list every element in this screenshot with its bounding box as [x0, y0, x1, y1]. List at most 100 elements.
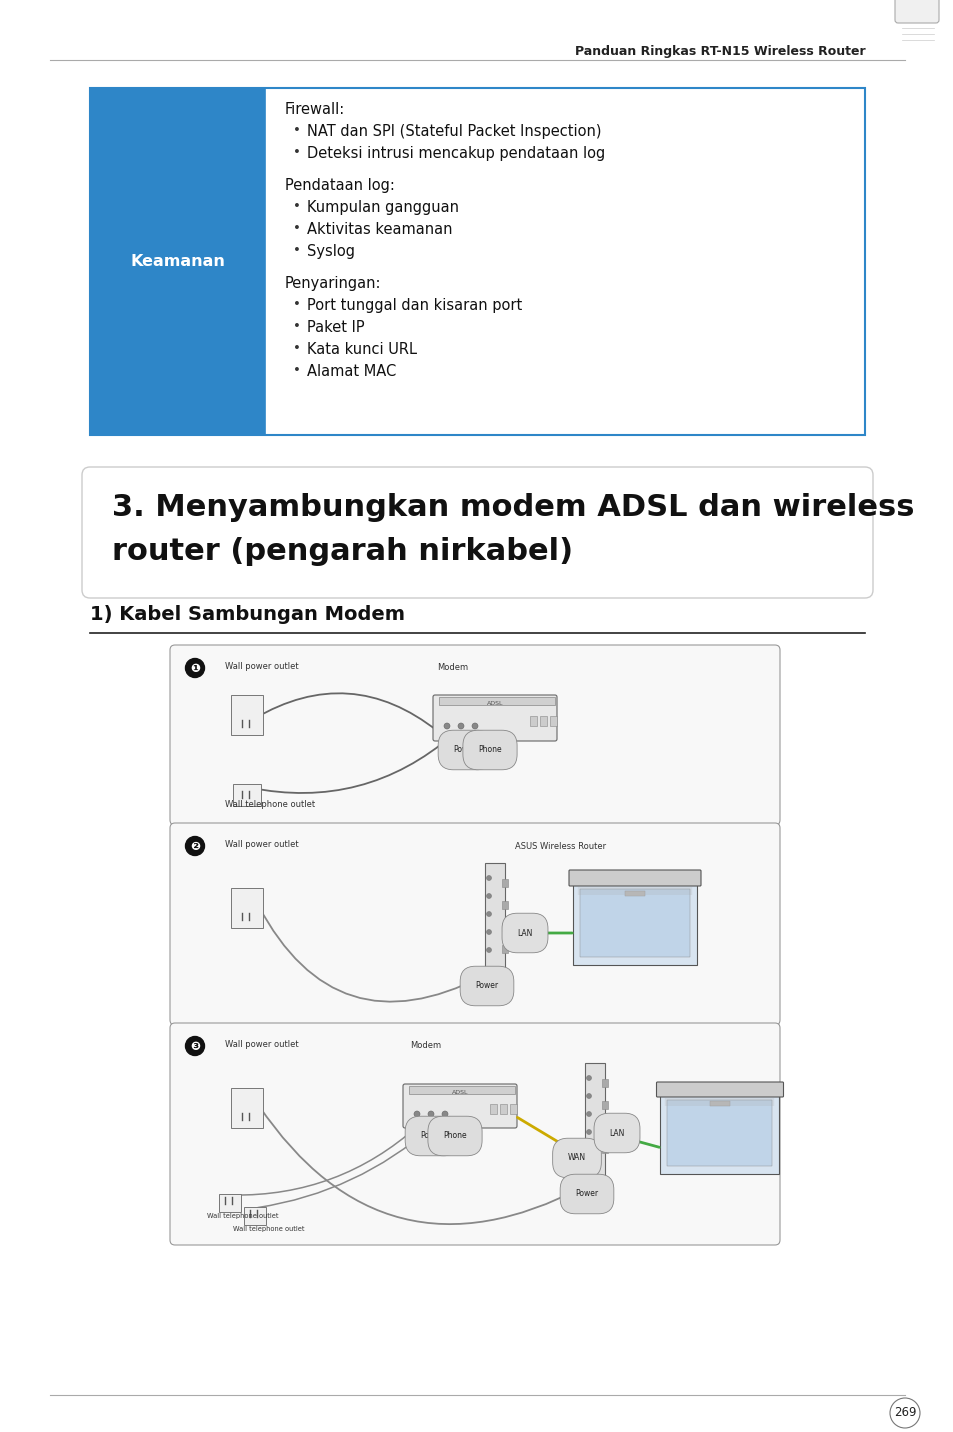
- Bar: [501, 945, 507, 954]
- Circle shape: [486, 912, 491, 916]
- FancyBboxPatch shape: [170, 644, 780, 825]
- Text: Paket IP: Paket IP: [307, 319, 364, 335]
- Circle shape: [586, 1111, 591, 1117]
- Text: Modem: Modem: [436, 663, 468, 672]
- Text: Phone: Phone: [477, 746, 501, 755]
- Bar: [539, 716, 546, 726]
- Bar: [550, 716, 557, 726]
- Text: •: •: [293, 364, 300, 377]
- Text: ASUS Wireless Router: ASUS Wireless Router: [515, 842, 605, 851]
- Circle shape: [414, 1111, 419, 1117]
- Bar: [265, 87, 864, 435]
- Text: router (pengarah nirkabel): router (pengarah nirkabel): [112, 537, 573, 566]
- Bar: [484, 863, 504, 982]
- Text: Power: Power: [453, 746, 476, 755]
- Circle shape: [486, 894, 491, 898]
- Bar: [501, 924, 507, 931]
- Bar: [601, 1123, 607, 1131]
- Text: 269: 269: [893, 1406, 915, 1419]
- Bar: [490, 1104, 497, 1114]
- Text: Aktivitas keamanan: Aktivitas keamanan: [307, 222, 452, 238]
- Bar: [499, 1104, 506, 1114]
- Text: Kata kunci URL: Kata kunci URL: [307, 342, 416, 357]
- Circle shape: [185, 659, 204, 677]
- Bar: [90, 87, 265, 435]
- Text: LAN: LAN: [517, 928, 532, 938]
- Circle shape: [486, 875, 491, 881]
- Bar: [709, 1101, 729, 1106]
- Text: Wall power outlet: Wall power outlet: [225, 662, 298, 672]
- Text: •: •: [293, 298, 300, 311]
- Text: Wall telephone outlet: Wall telephone outlet: [207, 1213, 278, 1219]
- Text: ADSL: ADSL: [486, 702, 503, 706]
- Circle shape: [586, 1075, 591, 1081]
- FancyBboxPatch shape: [170, 823, 780, 1025]
- Circle shape: [586, 1094, 591, 1098]
- Circle shape: [185, 1037, 204, 1055]
- FancyBboxPatch shape: [409, 1085, 515, 1094]
- Circle shape: [486, 948, 491, 952]
- Text: •: •: [293, 243, 300, 256]
- Circle shape: [486, 929, 491, 935]
- Text: Phone: Phone: [443, 1131, 466, 1140]
- Bar: [624, 891, 644, 896]
- Text: •: •: [293, 146, 300, 159]
- Text: ADSL: ADSL: [452, 1090, 468, 1095]
- Bar: [667, 1100, 772, 1166]
- Text: 3. Menyambungkan modem ADSL dan wireless: 3. Menyambungkan modem ADSL dan wireless: [112, 493, 914, 523]
- Text: Deteksi intrusi mencakup pendataan log: Deteksi intrusi mencakup pendataan log: [307, 146, 604, 160]
- Text: •: •: [293, 200, 300, 213]
- FancyBboxPatch shape: [170, 1022, 780, 1244]
- Text: •: •: [293, 125, 300, 137]
- Text: Wall telephone outlet: Wall telephone outlet: [225, 800, 314, 809]
- Text: ❶: ❶: [190, 662, 200, 674]
- Circle shape: [586, 1130, 591, 1134]
- Bar: [501, 901, 507, 909]
- Bar: [530, 716, 537, 726]
- FancyBboxPatch shape: [82, 467, 872, 599]
- FancyBboxPatch shape: [659, 1093, 779, 1174]
- Bar: [584, 1063, 604, 1193]
- Circle shape: [472, 723, 477, 729]
- FancyBboxPatch shape: [656, 1083, 782, 1097]
- Text: Pendataan log:: Pendataan log:: [285, 178, 395, 193]
- FancyBboxPatch shape: [573, 881, 697, 965]
- Text: •: •: [293, 342, 300, 355]
- FancyBboxPatch shape: [433, 695, 557, 740]
- Circle shape: [428, 1111, 434, 1117]
- Text: Syslog: Syslog: [307, 243, 355, 259]
- Bar: [601, 1078, 607, 1087]
- Bar: [231, 1088, 263, 1128]
- Text: •: •: [293, 222, 300, 235]
- Bar: [90, 87, 864, 435]
- Bar: [233, 783, 261, 806]
- Bar: [601, 1146, 607, 1153]
- Text: ❷: ❷: [190, 839, 200, 852]
- Text: •: •: [293, 319, 300, 334]
- Circle shape: [889, 1398, 919, 1428]
- Text: WAN: WAN: [567, 1154, 585, 1163]
- Text: Keamanan: Keamanan: [130, 253, 225, 269]
- Text: Wall telephone outlet: Wall telephone outlet: [233, 1226, 304, 1232]
- Text: 1) Kabel Sambungan Modem: 1) Kabel Sambungan Modem: [90, 604, 405, 624]
- Bar: [231, 888, 263, 928]
- Text: Wall power outlet: Wall power outlet: [225, 1040, 298, 1050]
- Bar: [579, 889, 689, 957]
- Text: Modem: Modem: [410, 1041, 440, 1050]
- Circle shape: [443, 723, 450, 729]
- Text: Kumpulan gangguan: Kumpulan gangguan: [307, 200, 458, 215]
- Text: Firewall:: Firewall:: [285, 102, 345, 117]
- Circle shape: [457, 723, 463, 729]
- Text: Port tunggal dan kisaran port: Port tunggal dan kisaran port: [307, 298, 521, 314]
- Text: LAN: LAN: [609, 1128, 624, 1137]
- Text: NAT dan SPI (Stateful Packet Inspection): NAT dan SPI (Stateful Packet Inspection): [307, 125, 601, 139]
- FancyBboxPatch shape: [438, 697, 555, 705]
- FancyBboxPatch shape: [894, 0, 938, 23]
- Circle shape: [586, 1147, 591, 1153]
- Text: Power: Power: [575, 1190, 598, 1199]
- FancyBboxPatch shape: [402, 1084, 517, 1128]
- Circle shape: [185, 836, 204, 855]
- Bar: [219, 1194, 241, 1211]
- Bar: [244, 1207, 266, 1224]
- Text: ❸: ❸: [190, 1040, 200, 1053]
